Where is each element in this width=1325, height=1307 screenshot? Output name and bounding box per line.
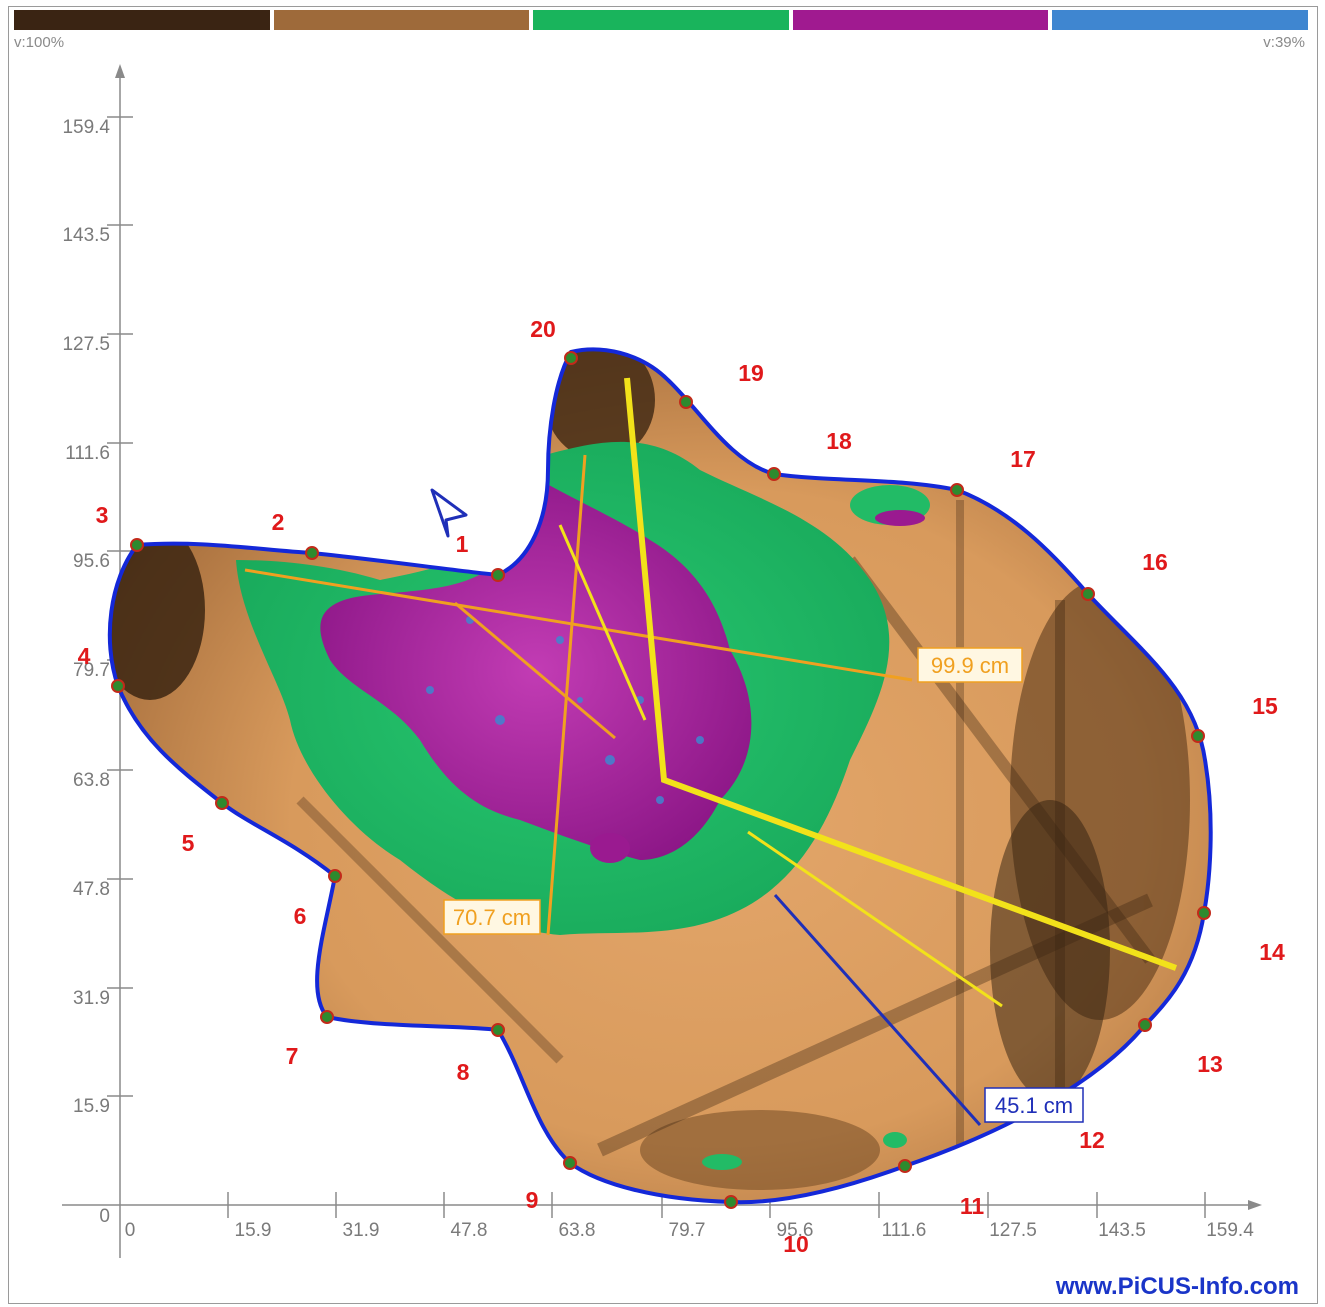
sensor-label: 15 (1252, 693, 1278, 719)
sensor-point[interactable] (898, 1159, 912, 1173)
sensor-point[interactable] (950, 483, 964, 497)
x-tick-label: 159.4 (1206, 1220, 1254, 1241)
sensor-point[interactable] (305, 546, 319, 560)
legend-seg-blue (1052, 10, 1308, 30)
x-tick-label: 111.6 (882, 1220, 927, 1241)
x-tick-label: 31.9 (343, 1220, 380, 1241)
sensor-label: 18 (826, 428, 852, 454)
sensor-point[interactable] (563, 1156, 577, 1170)
x-tick-label: 47.8 (451, 1220, 488, 1241)
sensor-label: 3 (96, 502, 109, 528)
picus-website-link[interactable]: www.PiCUS-Info.com (1055, 1273, 1299, 1300)
x-axis-ticks: 0 15.9 31.9 47.8 63.8 79.7 95.6 111.6 127.5 143.5… (125, 1192, 1254, 1241)
x-tick-label: 143.5 (1098, 1220, 1146, 1241)
x-axis (62, 1200, 1262, 1210)
sensor-point[interactable] (320, 1010, 334, 1024)
measure-line-yellow-thin-2 (747, 830, 1003, 1008)
y-tick-label: 127.5 (62, 334, 110, 355)
sensor-label: 11 (960, 1193, 985, 1219)
measurement-label-1: 99.9 cm (917, 647, 1023, 683)
x-tick-label: 79.7 (669, 1220, 706, 1241)
sensor-point[interactable] (679, 395, 693, 409)
legend-seg-violet (792, 10, 1049, 30)
measurement-lines (244, 377, 1178, 1126)
sensor-point[interactable] (564, 351, 578, 365)
tomogram-cross-section (109, 349, 1211, 1203)
measurement-label-3: 45.1 cm (984, 1087, 1084, 1123)
measure-line-yellow-thick (624, 377, 1178, 971)
measure-line-blue (773, 894, 982, 1126)
sensor-label: 4 (78, 643, 91, 669)
sensor-label: 17 (1010, 446, 1036, 472)
measurement-value-3: 45.1 cm (995, 1093, 1073, 1118)
measure-line-orange-2 (454, 601, 616, 740)
sensor-label: 10 (783, 1231, 809, 1257)
y-axis-ticks: 0 15.9 31.9 47.8 63.8 79.7 95.6 111.6 127.5 143.5… (62, 116, 133, 1227)
y-tick-label: 0 (99, 1206, 110, 1227)
x-tick-label: 95.6 (777, 1220, 814, 1241)
sensor-point[interactable] (1081, 587, 1095, 601)
sensor-point[interactable] (130, 538, 144, 552)
sensor-label: 1 (456, 531, 469, 557)
y-tick-label: 95.6 (73, 551, 110, 572)
legend-seg-dark-brown (14, 10, 270, 30)
y-tick-label: 111.6 (65, 443, 110, 464)
sensor-point[interactable] (328, 869, 342, 883)
sensor-label: 12 (1079, 1127, 1105, 1153)
legend-seg-green (533, 10, 789, 30)
sensor-label: 19 (738, 360, 764, 386)
measurement-value-1: 99.9 cm (931, 653, 1009, 678)
y-tick-label: 15.9 (73, 1096, 110, 1117)
legend-max-label: v:39% (1263, 34, 1305, 51)
measurement-label-2: 70.7 cm (443, 899, 541, 935)
sensor-point[interactable] (1138, 1018, 1152, 1032)
sensor-label: 20 (530, 316, 556, 342)
measure-line-yellow-thin-1 (558, 524, 647, 721)
x-tick-label: 63.8 (559, 1220, 596, 1241)
sensor-label: 8 (457, 1059, 470, 1085)
sensor-point[interactable] (724, 1195, 738, 1209)
sensor-label: 6 (294, 903, 307, 929)
sensor-label: 5 (182, 830, 195, 856)
sensor-point[interactable] (215, 796, 229, 810)
y-tick-label: 143.5 (62, 225, 110, 246)
x-tick-label: 15.9 (235, 1220, 272, 1241)
measure-line-orange-3 (546, 454, 587, 936)
x-tick-label: 0 (125, 1220, 136, 1241)
y-tick-label: 63.8 (73, 770, 110, 791)
sensor-point[interactable] (1191, 729, 1205, 743)
north-arrow-icon (430, 488, 468, 538)
sensor-label: 9 (526, 1187, 539, 1213)
sensor-label: 13 (1197, 1051, 1223, 1077)
sensor-point[interactable] (491, 1023, 505, 1037)
color-scale-legend (14, 10, 1308, 30)
y-tick-label: 79.7 (73, 660, 110, 681)
sensor-point[interactable] (491, 568, 505, 582)
legend-seg-light-brown (273, 10, 530, 30)
sensor-point[interactable] (1197, 906, 1211, 920)
measure-line-orange-1 (244, 568, 913, 682)
sensor-label: 14 (1259, 939, 1285, 965)
sensor-label: 7 (286, 1043, 299, 1069)
sensor-label: 2 (272, 509, 285, 535)
sensor-points (111, 351, 1211, 1209)
sensor-label: 16 (1142, 549, 1168, 575)
y-tick-label: 47.8 (73, 879, 110, 900)
legend-min-label: v:100% (14, 34, 65, 51)
x-tick-label: 127.5 (989, 1220, 1037, 1241)
y-tick-label: 31.9 (73, 988, 110, 1009)
y-tick-label: 159.4 (62, 117, 110, 138)
sensor-point[interactable] (767, 467, 781, 481)
measurement-value-2: 70.7 cm (453, 905, 531, 930)
sensor-point[interactable] (111, 679, 125, 693)
